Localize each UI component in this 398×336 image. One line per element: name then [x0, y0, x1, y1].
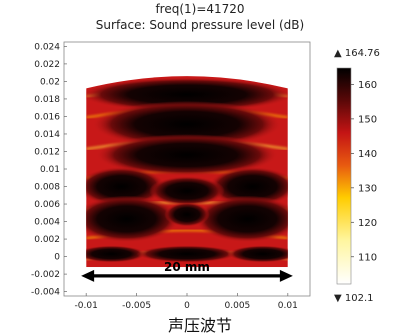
frequency-label: freq(1)=41720: [155, 2, 245, 16]
y-tick-label: 0.016: [34, 112, 60, 122]
y-tick-label: 0.004: [34, 218, 60, 228]
arrow-head-left: [81, 269, 95, 282]
pressure-antinode: [136, 245, 238, 263]
colorbar-tick-label: 140: [358, 149, 377, 160]
x-tick-label: -0.005: [122, 301, 151, 311]
pressure-antinode: [96, 134, 278, 176]
sound-pressure-field: [86, 76, 288, 268]
x-tick-label: 0.005: [225, 301, 251, 311]
y-tick-label: 0.012: [34, 147, 60, 157]
pressure-antinode: [86, 77, 288, 112]
colorbar: 160 150 140 130 120 110 ▲ 164.76 ▼ 102.1: [334, 48, 380, 304]
colorbar-tick-label: 110: [358, 252, 377, 263]
x-tick-label: -0.01: [75, 301, 98, 311]
y-tick-label: 0.022: [34, 60, 60, 70]
x-tick-label: 0.01: [278, 301, 298, 311]
y-tick-label: 0.008: [34, 183, 60, 193]
y-axis: 0.024 0.022 0.02 0.018 0.016 0.014 0.012 0.01 0.…: [31, 42, 67, 298]
annotation-label: 20 mm: [164, 260, 210, 274]
colorbar-tick-label: 130: [358, 183, 377, 194]
pressure-antinode: [86, 195, 180, 243]
pressure-antinode: [164, 202, 210, 227]
pressure-antinode: [149, 176, 225, 206]
width-annotation: 20 mm: [81, 260, 293, 282]
pressure-antinode: [86, 245, 147, 263]
y-tick-label: 0: [54, 253, 60, 263]
y-tick-label: 0.01: [40, 165, 60, 175]
y-tick-label: 0.018: [34, 95, 60, 105]
arrow-head-right: [279, 269, 293, 282]
chart-title: Surface: Sound pressure level (dB): [95, 18, 305, 32]
pressure-antinode: [227, 245, 288, 263]
y-tick-label: 0.006: [34, 200, 60, 210]
y-tick-label: 0.024: [34, 42, 60, 52]
y-tick-label: -0.002: [31, 270, 60, 280]
pressure-antinode: [208, 166, 288, 207]
colorbar-gradient: [336, 67, 352, 285]
x-tick-label: 0: [184, 301, 190, 311]
y-tick-label: -0.004: [31, 288, 60, 298]
figure-caption: 声压波节: [167, 316, 232, 335]
colorbar-max-label: ▲ 164.76: [334, 48, 380, 59]
x-axis: -0.01 -0.005 0 0.005 0.01: [75, 293, 298, 311]
colorbar-tick-label: 150: [358, 114, 377, 125]
y-tick-label: 0.014: [34, 130, 60, 140]
y-tick-label: 0.02: [40, 77, 60, 87]
pressure-antinode: [92, 101, 282, 148]
colorbar-tick-label: 160: [358, 80, 377, 91]
colorbar-min-label: ▼ 102.1: [334, 293, 374, 304]
colorbar-tick-label: 120: [358, 218, 377, 229]
pressure-antinode: [86, 166, 166, 207]
pressure-antinode: [194, 195, 288, 243]
y-tick-label: 0.002: [34, 235, 60, 245]
